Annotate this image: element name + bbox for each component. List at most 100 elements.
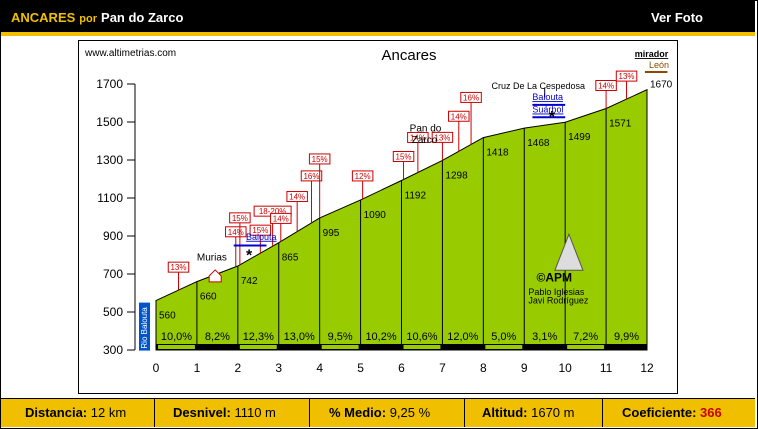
stat-distancia: Distancia: 12 km xyxy=(25,399,126,427)
suarbol-sign: Suárbol xyxy=(532,105,563,115)
x-tick-label: 2 xyxy=(234,361,241,375)
segment-gradient: 5,0% xyxy=(491,331,516,343)
base-marker xyxy=(321,345,359,349)
base-marker xyxy=(158,345,195,349)
medio-label: % Medio: xyxy=(329,405,387,420)
flag-box xyxy=(392,151,415,163)
x-tick-label: 7 xyxy=(439,361,446,375)
x-tick-label: 6 xyxy=(398,361,405,375)
flag-box xyxy=(270,212,292,224)
distancia-label: Distancia: xyxy=(25,405,88,420)
altitude-profile-chart: www.altimetrias.com Ancares30050070090011… xyxy=(84,47,673,375)
flag-box xyxy=(431,131,454,143)
flag-label: 15% xyxy=(232,214,248,223)
flag-box xyxy=(300,170,323,182)
stat-coeficiente: Coeficiente: 366 xyxy=(622,399,722,427)
flag-label: 14% xyxy=(289,193,305,202)
flag-label: 14% xyxy=(410,133,426,142)
y-tick-label: 500 xyxy=(103,305,123,319)
pan-do-label: Pan do xyxy=(410,124,442,135)
apm-logo xyxy=(554,232,584,271)
segment-gradient: 10,0% xyxy=(161,331,192,343)
ver-foto-link[interactable]: Ver Foto xyxy=(650,10,703,25)
x-tick-label: 0 xyxy=(153,361,160,375)
medio-value: 9,25 % xyxy=(389,405,431,420)
x-tick-label: 4 xyxy=(316,361,323,375)
cruz-label: Cruz De La Cespedosa xyxy=(492,81,586,91)
flag-label: 13% xyxy=(434,133,450,142)
segment-gradient: 3,1% xyxy=(532,331,557,343)
segment-gradient: 12,0% xyxy=(447,331,478,343)
flag-label: 16% xyxy=(463,93,479,102)
flag-label: 12% xyxy=(355,172,371,181)
coef-value: 366 xyxy=(700,405,722,420)
altitude-label: 1090 xyxy=(364,210,387,221)
x-tick-label: 11 xyxy=(600,361,613,375)
flag-box xyxy=(167,261,190,273)
source-label: www.altimetrias.com xyxy=(84,48,176,59)
base-marker xyxy=(485,345,523,349)
mirador-label: mirador xyxy=(635,49,669,59)
desnivel-value: 1110 m xyxy=(234,405,276,420)
flag-label: 13% xyxy=(619,72,635,81)
flag-box xyxy=(615,70,638,82)
segment-gradient: 10,6% xyxy=(406,331,437,343)
chart-title: Ancares xyxy=(382,47,437,64)
altitude-label: 1298 xyxy=(445,170,468,181)
segment-gradient: 13,0% xyxy=(284,331,315,343)
altitude-label: 865 xyxy=(282,253,299,264)
author-1: Pablo Iglesias xyxy=(528,287,585,297)
y-tick-label: 1700 xyxy=(96,77,123,91)
altitude-label: 1499 xyxy=(568,132,591,143)
x-tick-label: 8 xyxy=(480,361,487,375)
flag-box xyxy=(448,110,470,122)
coef-label: Coeficiente: xyxy=(622,405,697,420)
x-tick-label: 3 xyxy=(275,361,282,375)
altitud-label: Altitud: xyxy=(482,405,528,420)
flag-box xyxy=(308,153,331,165)
base-marker xyxy=(567,345,605,349)
segment-gradient: 8,2% xyxy=(205,331,230,343)
base-strip xyxy=(156,344,647,350)
chart-panel: www.altimetrias.com Ancares 300 500 700 900 11… xyxy=(78,40,678,394)
altitude-label: 1192 xyxy=(405,191,427,202)
base-marker xyxy=(403,345,441,349)
flag-box xyxy=(286,191,308,203)
balouta-sign-2: Balouta xyxy=(532,92,563,102)
climb-name: ANCARES xyxy=(11,10,76,25)
segment-gradient: 9,5% xyxy=(328,331,353,343)
x-tick-label: 1 xyxy=(194,361,201,375)
altitude-label: 660 xyxy=(200,292,217,303)
apm-label: ©APM xyxy=(537,271,573,285)
flag-label: 14% xyxy=(273,214,289,223)
flag-box xyxy=(229,212,251,224)
flag-box xyxy=(225,226,247,238)
header-title: ANCARES por Pan do Zarco xyxy=(11,10,183,25)
stat-divider xyxy=(154,399,155,427)
author-2: Javi Rodríguez xyxy=(528,295,589,305)
header-bar: ANCARES por Pan do Zarco Ver Foto xyxy=(1,1,755,36)
por-label: por xyxy=(79,13,98,25)
flag-label: 18-20% xyxy=(259,207,287,216)
stat-altitud: Altitud: 1670 m xyxy=(482,399,574,427)
stat-divider xyxy=(309,399,310,427)
flag-label: 14% xyxy=(598,82,614,91)
altitude-label: 995 xyxy=(323,228,340,239)
y-tick-label: 1100 xyxy=(97,191,123,205)
segment-gradient: 10,2% xyxy=(365,331,396,343)
stat-divider xyxy=(464,399,465,427)
flag-box xyxy=(407,131,429,143)
flag-box xyxy=(595,80,617,92)
flag-label: 14% xyxy=(228,228,244,237)
y-tick-label: 900 xyxy=(103,229,123,243)
flag-label: 16% xyxy=(303,172,319,181)
segment-gradient: 7,2% xyxy=(573,331,598,343)
stats-bar: Distancia: 12 km Desnivel: 1110 m % Medi… xyxy=(1,398,755,427)
flag-label: 15% xyxy=(312,155,328,164)
zarco-label: Zarco xyxy=(412,135,438,146)
y-tick-label: 700 xyxy=(103,267,123,281)
flag-label: 15% xyxy=(252,226,268,235)
junction-marker: * xyxy=(246,248,253,265)
distancia-value: 12 km xyxy=(90,405,127,420)
route-name: Pan do Zarco xyxy=(101,10,184,25)
